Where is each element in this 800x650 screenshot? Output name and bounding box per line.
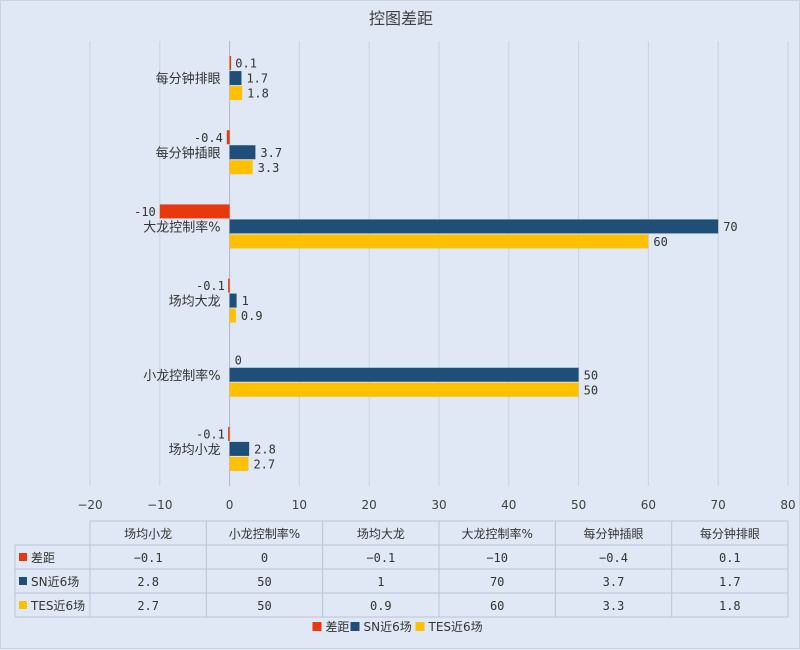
x-tick-label: 30 [431, 498, 446, 512]
category-label: 大龙控制率% [143, 219, 220, 235]
table-header: 小龙控制率% [229, 526, 300, 541]
table-cell: 1 [377, 575, 384, 589]
table-legend-key [19, 577, 27, 585]
bar-1-0 [229, 441, 250, 456]
category-label: 每分钟插眼 [156, 145, 221, 161]
data-label: 50 [584, 368, 598, 382]
data-label: 2.8 [254, 442, 276, 456]
data-label: 2.7 [253, 457, 275, 471]
bar-1-1 [229, 367, 579, 382]
bar-2-2 [229, 308, 236, 323]
data-label: 1 [242, 294, 249, 308]
legend-label: TES近6场 [428, 620, 483, 634]
table-cell: −10 [486, 551, 508, 565]
table-cell: 1.7 [719, 575, 741, 589]
data-label: 0 [235, 353, 242, 367]
data-label: 0.9 [241, 309, 263, 323]
bar-1-2 [229, 293, 237, 308]
table-cell: 0 [261, 551, 268, 565]
table-cell: 50 [257, 599, 271, 613]
table-cell: 2.7 [137, 599, 159, 613]
data-label: -0.1 [196, 279, 225, 293]
legend-key [312, 622, 322, 631]
table-cell: 3.3 [603, 599, 625, 613]
x-tick-label: 50 [571, 498, 586, 512]
x-tick-label: −10 [147, 498, 172, 512]
table-header: 每分钟插眼 [583, 526, 643, 541]
category-label: 小龙控制率% [143, 368, 220, 384]
data-label: 3.3 [258, 161, 280, 175]
table-cell: −0.4 [599, 551, 628, 565]
legend-label: SN近6场 [364, 620, 412, 634]
category-label: 场均小龙 [169, 443, 221, 458]
data-label: 1.7 [246, 72, 268, 86]
table-row-label: 差距 [31, 551, 55, 565]
data-label: -10 [134, 205, 156, 219]
legend-key [415, 622, 425, 631]
table-cell: −0.1 [366, 551, 395, 565]
table-cell: 3.7 [603, 575, 625, 589]
bar-2-0 [229, 456, 249, 471]
table-cell: 70 [490, 575, 504, 589]
chart-title: 控图差距 [369, 9, 433, 28]
table-header: 每分钟排眼 [700, 526, 760, 541]
bar-0-0 [228, 426, 230, 441]
table-cell: 0.1 [719, 551, 741, 565]
bar-0-4 [226, 130, 230, 145]
table-cell: −0.1 [134, 551, 163, 565]
table-legend-key [19, 601, 27, 609]
x-tick-label: 0 [226, 498, 234, 512]
table-cell: 1.8 [719, 599, 741, 613]
bar-2-4 [229, 160, 253, 175]
table-cell: 0.9 [370, 599, 392, 613]
data-label: 3.7 [260, 146, 282, 160]
legend-key [350, 622, 360, 631]
table-row-label: TES近6场 [30, 599, 85, 613]
table-header: 场均大龙 [357, 527, 405, 541]
x-tick-label: 10 [292, 498, 307, 512]
table-header: 场均小龙 [124, 527, 172, 541]
bar-2-1 [229, 382, 579, 397]
data-label: -0.4 [194, 131, 223, 145]
table-header: 大龙控制率% [461, 526, 532, 541]
data-label: 60 [653, 235, 667, 249]
data-label: 1.8 [247, 87, 269, 101]
data-label: 0.1 [235, 57, 257, 71]
table-cell: 2.8 [137, 575, 159, 589]
bar-0-5 [229, 56, 232, 71]
x-tick-label: 70 [711, 498, 726, 512]
category-label: 场均大龙 [169, 295, 221, 310]
table-row-label: SN近6场 [31, 575, 79, 589]
table-legend-key [19, 553, 27, 561]
bar-0-3 [159, 204, 230, 219]
category-label: 每分钟排眼 [156, 71, 221, 87]
x-tick-label: 40 [501, 498, 516, 512]
bar-0-2 [228, 278, 230, 293]
data-label: 50 [584, 383, 598, 397]
data-label: -0.1 [196, 427, 225, 441]
bar-1-4 [229, 145, 256, 160]
bar-2-5 [229, 86, 243, 101]
legend-label: 差距 [326, 620, 350, 634]
x-tick-label: −20 [77, 498, 102, 512]
table-cell: 60 [490, 599, 504, 613]
table-cell: 50 [257, 575, 271, 589]
data-label: 70 [723, 220, 737, 234]
bar-2-3 [229, 234, 649, 249]
x-tick-label: 60 [641, 498, 656, 512]
x-tick-label: 80 [780, 498, 795, 512]
bar-1-3 [229, 219, 719, 234]
x-tick-label: 20 [362, 498, 377, 512]
bar-1-5 [229, 71, 242, 86]
